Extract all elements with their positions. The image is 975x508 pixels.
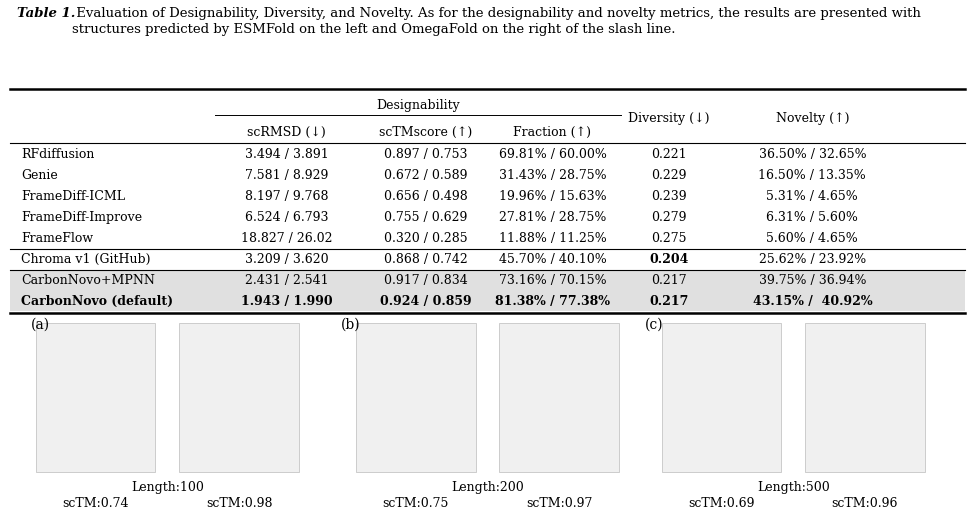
Bar [10,270,965,291]
Text: scTM:0.97: scTM:0.97 [526,497,593,508]
Text: 6.31% / 5.60%: 6.31% / 5.60% [766,211,858,224]
Text: 69.81% / 60.00%: 69.81% / 60.00% [498,148,606,162]
Text: (a): (a) [31,317,50,331]
Text: scTM:0.75: scTM:0.75 [382,497,449,508]
Text: Evaluation of Designability, Diversity, and Novelty. As for the designability an: Evaluation of Designability, Diversity, … [72,7,920,36]
Text: FrameDiff-ICML: FrameDiff-ICML [21,190,125,203]
Text: 0.221: 0.221 [651,148,686,162]
Text: 0.217: 0.217 [649,295,688,307]
Text: 0.239: 0.239 [651,190,686,203]
Text: 16.50% / 13.35%: 16.50% / 13.35% [759,169,866,182]
Text: 73.16% / 70.15%: 73.16% / 70.15% [498,274,606,287]
Text: scTM:0.69: scTM:0.69 [688,497,755,508]
Text: 5.31% / 4.65%: 5.31% / 4.65% [766,190,858,203]
Text: 43.15% /  40.92%: 43.15% / 40.92% [753,295,873,307]
Text: 0.924 / 0.859: 0.924 / 0.859 [379,295,471,307]
Text: 3.209 / 3.620: 3.209 / 3.620 [245,253,329,266]
Text: CarbonNovo (default): CarbonNovo (default) [21,295,174,307]
Text: 0.897 / 0.753: 0.897 / 0.753 [383,148,467,162]
Text: 7.581 / 8.929: 7.581 / 8.929 [245,169,329,182]
Text: Novelty (↑): Novelty (↑) [776,112,849,125]
Text: (b): (b) [341,317,361,331]
Text: 0.672 / 0.589: 0.672 / 0.589 [383,169,467,182]
Text: CarbonNovo+MPNN: CarbonNovo+MPNN [21,274,155,287]
Text: 0.868 / 0.742: 0.868 / 0.742 [383,253,467,266]
Bar [36,323,155,472]
Text: scTMscore (↑): scTMscore (↑) [378,126,472,139]
Text: 0.320 / 0.285: 0.320 / 0.285 [383,232,467,245]
Text: 27.81% / 28.75%: 27.81% / 28.75% [499,211,606,224]
Text: Length:200: Length:200 [451,481,524,494]
Text: 0.217: 0.217 [651,274,686,287]
Text: 0.656 / 0.498: 0.656 / 0.498 [383,190,467,203]
Text: 19.96% / 15.63%: 19.96% / 15.63% [498,190,606,203]
Text: RFdiffusion: RFdiffusion [21,148,95,162]
Text: 0.204: 0.204 [649,253,688,266]
Text: 81.38% / 77.38%: 81.38% / 77.38% [495,295,610,307]
Text: 3.494 / 3.891: 3.494 / 3.891 [245,148,329,162]
Text: 0.755 / 0.629: 0.755 / 0.629 [384,211,467,224]
Text: scTM:0.74: scTM:0.74 [62,497,129,508]
Text: 2.431 / 2.541: 2.431 / 2.541 [245,274,329,287]
Text: Table 1.: Table 1. [18,7,76,20]
Bar [662,323,781,472]
Bar [499,323,619,472]
Bar [10,291,965,311]
Text: 6.524 / 6.793: 6.524 / 6.793 [245,211,329,224]
Text: 45.70% / 40.10%: 45.70% / 40.10% [498,253,606,266]
Text: 0.917 / 0.834: 0.917 / 0.834 [383,274,467,287]
Text: Diversity (↓): Diversity (↓) [628,112,710,125]
Text: 25.62% / 23.92%: 25.62% / 23.92% [759,253,866,266]
Text: scTM:0.98: scTM:0.98 [206,497,272,508]
Text: FrameFlow: FrameFlow [21,232,94,245]
Bar [805,323,924,472]
Bar [356,323,476,472]
Text: 11.88% / 11.25%: 11.88% / 11.25% [498,232,606,245]
Text: scRMSD (↓): scRMSD (↓) [248,126,327,139]
Text: Chroma v1 (GitHub): Chroma v1 (GitHub) [21,253,151,266]
Text: 18.827 / 26.02: 18.827 / 26.02 [241,232,332,245]
Text: Genie: Genie [21,169,58,182]
Text: Fraction (↑): Fraction (↑) [514,126,592,139]
Text: scTM:0.96: scTM:0.96 [832,497,898,508]
Text: (c): (c) [645,317,664,331]
Text: 8.197 / 9.768: 8.197 / 9.768 [245,190,329,203]
Bar [179,323,298,472]
Text: 5.60% / 4.65%: 5.60% / 4.65% [766,232,858,245]
Text: Length:100: Length:100 [131,481,204,494]
Text: Designability: Designability [376,99,460,112]
Text: 39.75% / 36.94%: 39.75% / 36.94% [759,274,866,287]
Text: 0.229: 0.229 [651,169,686,182]
Text: 0.279: 0.279 [651,211,686,224]
Text: 36.50% / 32.65%: 36.50% / 32.65% [759,148,866,162]
Text: 0.275: 0.275 [651,232,686,245]
Text: Length:500: Length:500 [757,481,830,494]
Text: 1.943 / 1.990: 1.943 / 1.990 [241,295,332,307]
Text: FrameDiff-Improve: FrameDiff-Improve [21,211,142,224]
Text: 31.43% / 28.75%: 31.43% / 28.75% [498,169,606,182]
